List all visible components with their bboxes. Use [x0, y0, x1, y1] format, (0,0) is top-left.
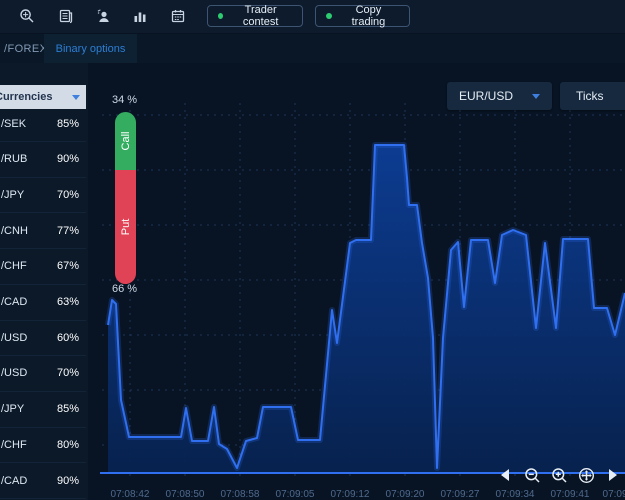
payout-percent: 63%: [56, 296, 79, 308]
currency-pair: /CAD: [1, 474, 28, 487]
payout-percent: 70%: [56, 188, 79, 201]
currency-pair: /JPY: [1, 188, 25, 201]
zoom-out-icon[interactable]: [523, 466, 541, 484]
currency-row[interactable]: /USD 70%: [0, 356, 86, 392]
timeframe-select[interactable]: Ticks: [560, 82, 625, 110]
currency-row[interactable]: /CNH 77%: [0, 213, 86, 250]
search-icon[interactable]: [18, 7, 36, 25]
currency-pair: /USD: [1, 367, 28, 380]
chart-line: [107, 144, 625, 469]
currency-row[interactable]: /CAD 90%: [0, 463, 86, 499]
scroll-right-icon[interactable]: [604, 466, 622, 484]
price-chart[interactable]: [88, 63, 625, 500]
currencies-dropdown[interactable]: Currencies: [0, 85, 86, 109]
time-label: 07:09:41: [550, 489, 590, 500]
put-percent-label: 66 %: [112, 283, 138, 295]
pan-icon[interactable]: [577, 466, 595, 484]
payout-percent: 90%: [56, 153, 79, 166]
time-label: 07:08:42: [110, 489, 150, 500]
payout-percent: 60%: [56, 331, 79, 344]
payout-percent: 77%: [56, 224, 79, 237]
copy-trading-label: Copy trading: [351, 4, 386, 28]
call-percent-label: 34 %: [112, 94, 138, 106]
currency-pair: /JPY: [1, 403, 25, 416]
trader-contest-label: Trader contest: [242, 4, 279, 28]
time-label: 07:09:34: [495, 489, 535, 500]
currency-pair: /RUB: [1, 153, 28, 166]
currency-pair: /CHF: [1, 260, 27, 273]
chevron-down-icon: [72, 94, 80, 100]
tab-forex-label: /FOREX: [4, 42, 48, 55]
trader-contest-button[interactable]: Trader contest: [207, 4, 303, 28]
currency-pair: /USD: [1, 331, 28, 344]
time-label: 07:08:50: [165, 489, 205, 500]
time-label: 07:09:48: [602, 489, 625, 500]
time-label: 07:09:05: [275, 489, 315, 500]
currency-row[interactable]: /CHF 80%: [0, 427, 86, 464]
time-label: 07:09:12: [330, 489, 370, 500]
status-dot: [326, 13, 332, 19]
gauge-call-label: Call: [119, 131, 132, 151]
chart-area-fill: [108, 145, 625, 473]
top-toolbar: Trader contest Copy trading: [0, 0, 625, 34]
time-label: 07:09:27: [440, 489, 480, 500]
time-label: 07:09:20: [385, 489, 425, 500]
currency-pair: /CHF: [1, 438, 27, 451]
chart-nav: [496, 466, 622, 484]
tab-binary-options[interactable]: Binary options: [44, 34, 137, 63]
payout-percent: 85%: [56, 403, 79, 416]
gauge-call-section[interactable]: Call: [115, 112, 136, 171]
stats-icon[interactable]: [131, 7, 149, 25]
market-tabs: /FOREX Binary options: [0, 34, 625, 64]
payout-percent: 90%: [56, 474, 79, 487]
currency-row[interactable]: /SEK 85%: [0, 106, 86, 142]
status-dot: [218, 13, 224, 19]
symbol-select-value: EUR/USD: [459, 89, 514, 103]
currency-row[interactable]: /JPY 85%: [0, 392, 86, 428]
news-icon[interactable]: [57, 7, 75, 25]
time-axis: 07:08:42 07:08:50 07:08:58 07:09:05 07:09:12…: [88, 489, 625, 500]
payout-percent: 80%: [56, 438, 79, 451]
currency-pair: /SEK: [1, 117, 27, 130]
gauge-put-label: Put: [119, 218, 132, 236]
scroll-left-icon[interactable]: [496, 466, 514, 484]
tab-binary-options-label: Binary options: [55, 42, 126, 55]
currency-pair: /CAD: [1, 296, 28, 308]
currencies-dropdown-label: Currencies: [0, 91, 53, 103]
tab-forex[interactable]: /FOREX: [0, 34, 59, 63]
currency-row[interactable]: /CAD 63%: [0, 285, 86, 321]
currency-pair: /CNH: [1, 224, 28, 237]
payout-percent: 85%: [56, 117, 79, 130]
chevron-down-icon: [532, 93, 540, 99]
chart-panel: EUR/USD Ticks 34 % Call Put 66 % 07:08:4…: [88, 63, 625, 500]
currency-row[interactable]: /CHF 67%: [0, 249, 86, 285]
zoom-in-icon[interactable]: [550, 466, 568, 484]
time-label: 07:08:58: [220, 489, 260, 500]
timeframe-select-value: Ticks: [576, 89, 604, 103]
copy-trading-button[interactable]: Copy trading: [315, 4, 410, 28]
partners-icon[interactable]: [94, 7, 112, 25]
gauge-put-section[interactable]: Put: [115, 170, 136, 284]
calendar-icon[interactable]: [169, 7, 187, 25]
currency-row[interactable]: /RUB 90%: [0, 142, 86, 178]
payout-percent: 70%: [56, 367, 79, 380]
currency-row[interactable]: /JPY 70%: [0, 177, 86, 214]
symbol-select[interactable]: EUR/USD: [447, 82, 552, 110]
currencies-sidebar: Currencies /SEK 85%/RUB 90%/JPY 70%/CNH 77% /…: [0, 63, 89, 500]
currency-row[interactable]: /USD 60%: [0, 320, 86, 357]
payout-percent: 67%: [56, 260, 79, 273]
call-put-gauge[interactable]: Call Put: [115, 112, 136, 284]
